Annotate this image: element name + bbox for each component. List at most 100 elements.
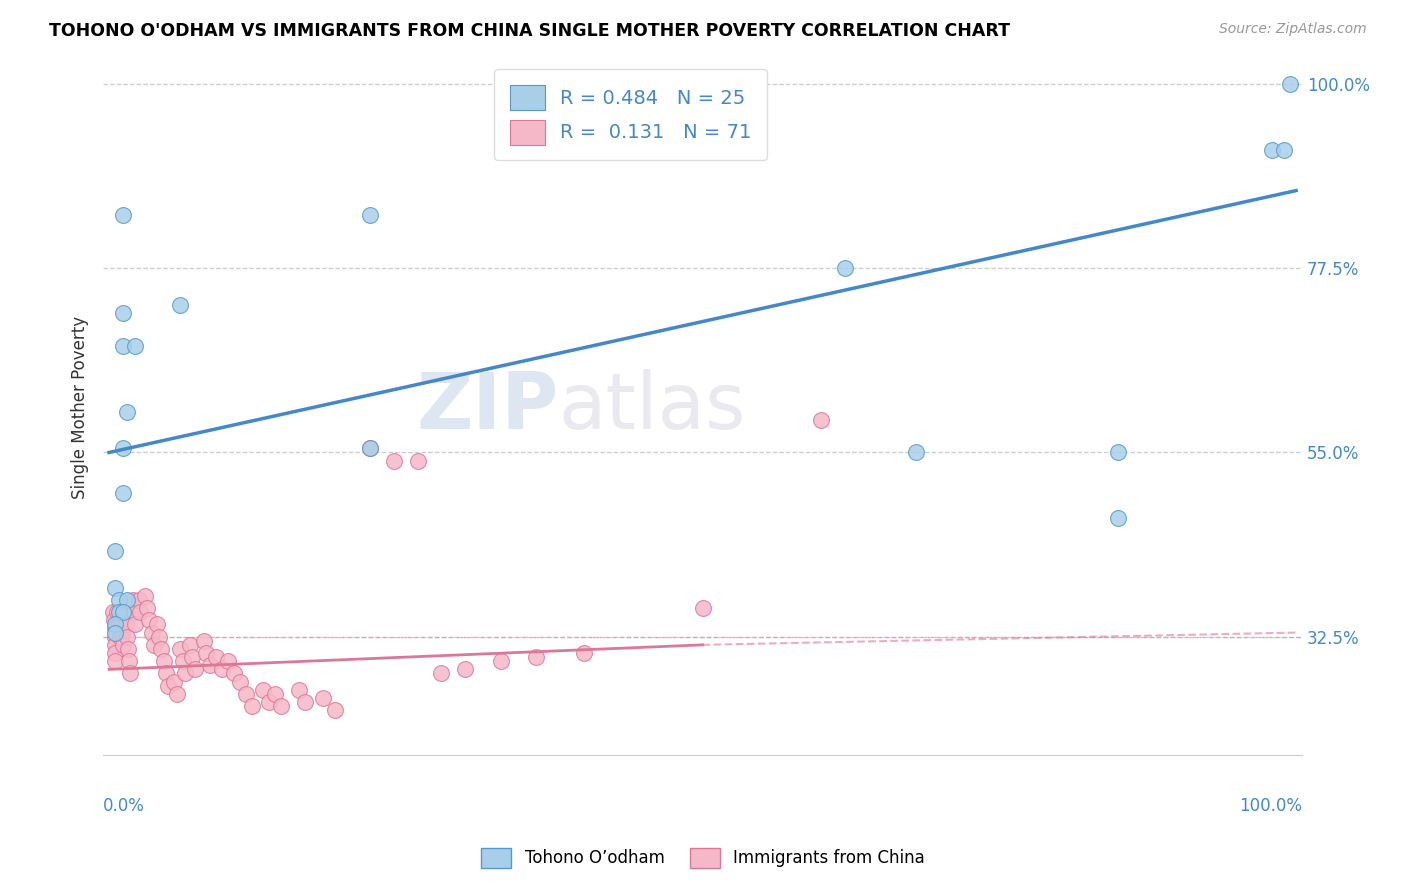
- Point: [359, 442, 381, 456]
- Point: [312, 691, 335, 706]
- Point: [294, 695, 316, 709]
- Point: [128, 592, 150, 607]
- Y-axis label: Single Mother Poverty: Single Mother Poverty: [72, 316, 89, 499]
- Point: [138, 613, 160, 627]
- Point: [103, 613, 125, 627]
- Point: [114, 605, 136, 619]
- Point: [107, 592, 129, 607]
- Point: [120, 666, 142, 681]
- Point: [112, 605, 135, 619]
- Point: [222, 666, 245, 681]
- Text: Source: ZipAtlas.com: Source: ZipAtlas.com: [1219, 22, 1367, 37]
- Point: [115, 404, 138, 418]
- Point: [193, 633, 215, 648]
- Point: [179, 638, 201, 652]
- Point: [136, 601, 159, 615]
- Point: [163, 674, 186, 689]
- Text: 100.0%: 100.0%: [1239, 797, 1302, 815]
- Point: [118, 654, 141, 668]
- Point: [104, 581, 127, 595]
- Point: [359, 208, 381, 222]
- Point: [108, 630, 131, 644]
- Point: [122, 605, 145, 619]
- Point: [406, 453, 429, 467]
- Point: [134, 589, 156, 603]
- Text: atlas: atlas: [558, 369, 747, 445]
- Point: [172, 654, 194, 668]
- Point: [572, 646, 595, 660]
- Point: [217, 654, 239, 668]
- Point: [240, 699, 263, 714]
- Point: [112, 486, 135, 500]
- Point: [1107, 511, 1129, 525]
- Point: [359, 442, 381, 456]
- Point: [145, 617, 167, 632]
- Point: [143, 638, 166, 652]
- Point: [1272, 143, 1295, 157]
- Point: [252, 682, 274, 697]
- Point: [104, 638, 127, 652]
- Point: [107, 617, 129, 632]
- Point: [489, 654, 512, 668]
- Point: [382, 453, 405, 467]
- Point: [1107, 445, 1129, 459]
- Point: [323, 703, 346, 717]
- Point: [211, 662, 233, 676]
- Point: [111, 625, 134, 640]
- Point: [205, 650, 228, 665]
- Point: [117, 642, 139, 657]
- Point: [112, 638, 135, 652]
- Point: [692, 601, 714, 615]
- Point: [1261, 143, 1284, 157]
- Point: [155, 666, 177, 681]
- Point: [288, 682, 311, 697]
- Point: [112, 339, 135, 353]
- Point: [104, 543, 127, 558]
- Point: [141, 625, 163, 640]
- Point: [104, 617, 127, 632]
- Point: [430, 666, 453, 681]
- Legend: R = 0.484   N = 25, R =  0.131   N = 71: R = 0.484 N = 25, R = 0.131 N = 71: [494, 70, 768, 161]
- Point: [101, 605, 124, 619]
- Text: TOHONO O'ODHAM VS IMMIGRANTS FROM CHINA SINGLE MOTHER POVERTY CORRELATION CHART: TOHONO O'ODHAM VS IMMIGRANTS FROM CHINA …: [49, 22, 1010, 40]
- Point: [148, 630, 170, 644]
- Point: [121, 592, 143, 607]
- Point: [195, 646, 218, 660]
- Point: [198, 658, 221, 673]
- Point: [183, 662, 205, 676]
- Legend: Tohono O’odham, Immigrants from China: Tohono O’odham, Immigrants from China: [475, 841, 931, 875]
- Point: [270, 699, 292, 714]
- Point: [152, 654, 174, 668]
- Point: [235, 687, 257, 701]
- Point: [104, 646, 127, 660]
- Point: [104, 622, 127, 636]
- Point: [169, 642, 191, 657]
- Point: [228, 674, 250, 689]
- Point: [181, 650, 204, 665]
- Point: [264, 687, 287, 701]
- Point: [115, 592, 138, 607]
- Point: [174, 666, 197, 681]
- Point: [259, 695, 281, 709]
- Point: [166, 687, 188, 701]
- Point: [104, 654, 127, 668]
- Point: [526, 650, 548, 665]
- Point: [905, 445, 928, 459]
- Point: [105, 605, 128, 619]
- Point: [112, 306, 135, 320]
- Point: [454, 662, 477, 676]
- Point: [834, 261, 856, 276]
- Point: [169, 298, 191, 312]
- Point: [150, 642, 173, 657]
- Point: [124, 339, 146, 353]
- Point: [810, 413, 832, 427]
- Point: [124, 617, 146, 632]
- Text: 0.0%: 0.0%: [103, 797, 145, 815]
- Point: [104, 625, 127, 640]
- Point: [107, 605, 129, 619]
- Point: [115, 630, 138, 644]
- Text: ZIP: ZIP: [416, 369, 558, 445]
- Point: [110, 613, 132, 627]
- Point: [114, 617, 136, 632]
- Point: [1279, 77, 1302, 91]
